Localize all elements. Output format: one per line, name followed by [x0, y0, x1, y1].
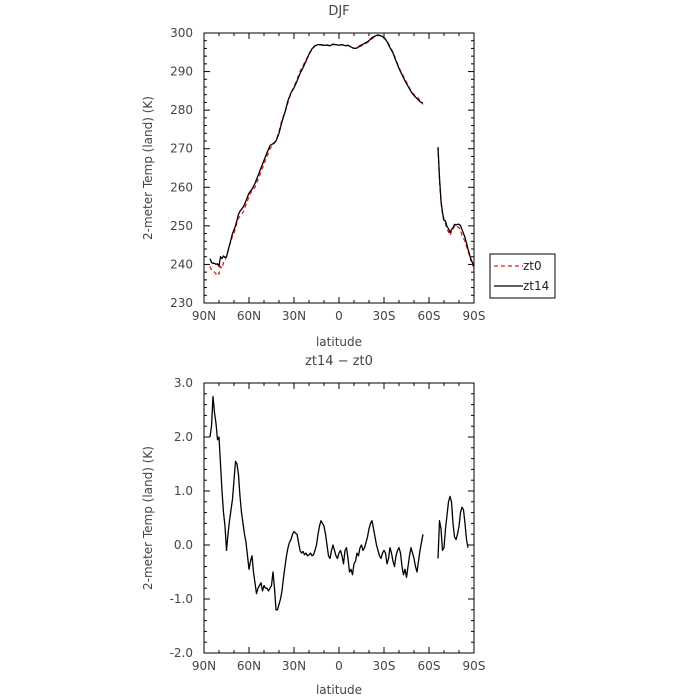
bottom-x-axis-label: latitude	[316, 683, 362, 697]
top-axis-ticks: 90N 60N 30N 0 30S 60S 90S 230 240 250 260 270 280 290…	[170, 26, 485, 323]
top-y-axis-label: 2-meter Temp (land) (K)	[141, 96, 155, 240]
bottom-panel-title: zt14 − zt0	[305, 354, 373, 369]
top-plot-frame	[203, 32, 475, 304]
top-x-tick-label: 60N	[237, 309, 261, 323]
top-x-tick-label: 90S	[463, 309, 486, 323]
top-y-tick-label: 290	[170, 65, 193, 79]
legend: zt0 zt14	[489, 253, 556, 299]
bottom-y-tick-label: 0.0	[174, 538, 193, 552]
top-x-tick-label: 60S	[418, 309, 441, 323]
legend-box	[489, 253, 556, 299]
legend-label-zt0: zt0	[523, 259, 542, 273]
bottom-x-tick-label: 60N	[237, 659, 261, 673]
top-series-zt14-segment-1	[437, 147, 475, 267]
bottom-x-tick-label: 0	[335, 659, 343, 673]
top-series-lines	[209, 34, 475, 275]
top-y-tick-label: 270	[170, 142, 193, 156]
bottom-y-tick-label: -1.0	[170, 592, 193, 606]
bottom-y-tick-label: 2.0	[174, 430, 193, 444]
top-x-axis-label: latitude	[316, 335, 362, 349]
bottom-x-tick-label: 60S	[418, 659, 441, 673]
bottom-y-axis-label: 2-meter Temp (land) (K)	[141, 446, 155, 590]
top-y-tick-label: 280	[170, 103, 193, 117]
bottom-x-tick-label: 30S	[373, 659, 396, 673]
top-x-tick-label: 90N	[192, 309, 216, 323]
top-series-zt0-segment-0	[209, 34, 424, 275]
bottom-x-tick-label: 90N	[192, 659, 216, 673]
bottom-x-tick-label: 90S	[463, 659, 486, 673]
top-panel-title: DJF	[328, 4, 349, 19]
bottom-plot-frame	[203, 382, 475, 654]
bottom-series-line0-segment-0	[209, 395, 424, 611]
top-x-tick-label: 30S	[373, 309, 396, 323]
top-x-tick-label: 30N	[282, 309, 306, 323]
top-y-tick-label: 260	[170, 180, 193, 194]
top-y-tick-label: 230	[170, 296, 193, 310]
bottom-y-tick-label: 3.0	[174, 376, 193, 390]
top-y-tick-label: 250	[170, 219, 193, 233]
bottom-x-tick-label: 30N	[282, 659, 306, 673]
bottom-y-tick-label: -2.0	[170, 646, 193, 660]
top-series-zt14-segment-0	[209, 34, 424, 268]
bottom-y-tick-label: 1.0	[174, 484, 193, 498]
bottom-series-lines	[209, 395, 469, 611]
top-y-tick-label: 240	[170, 257, 193, 271]
bottom-series-line0-segment-1	[437, 495, 469, 559]
top-y-tick-label: 300	[170, 26, 193, 40]
top-panel: DJF latitude 2-meter Temp (land) (K) 90N…	[141, 4, 556, 349]
top-x-tick-label: 0	[335, 309, 343, 323]
legend-label-zt14: zt14	[523, 279, 549, 293]
bottom-panel: zt14 − zt0 latitude 2-meter Temp (land) …	[141, 354, 485, 697]
bottom-axis-ticks: 90N 60N 30N 0 30S 60S 90S -2.0 -1.0 0.0 1.0 2.0 3.0	[170, 376, 486, 673]
